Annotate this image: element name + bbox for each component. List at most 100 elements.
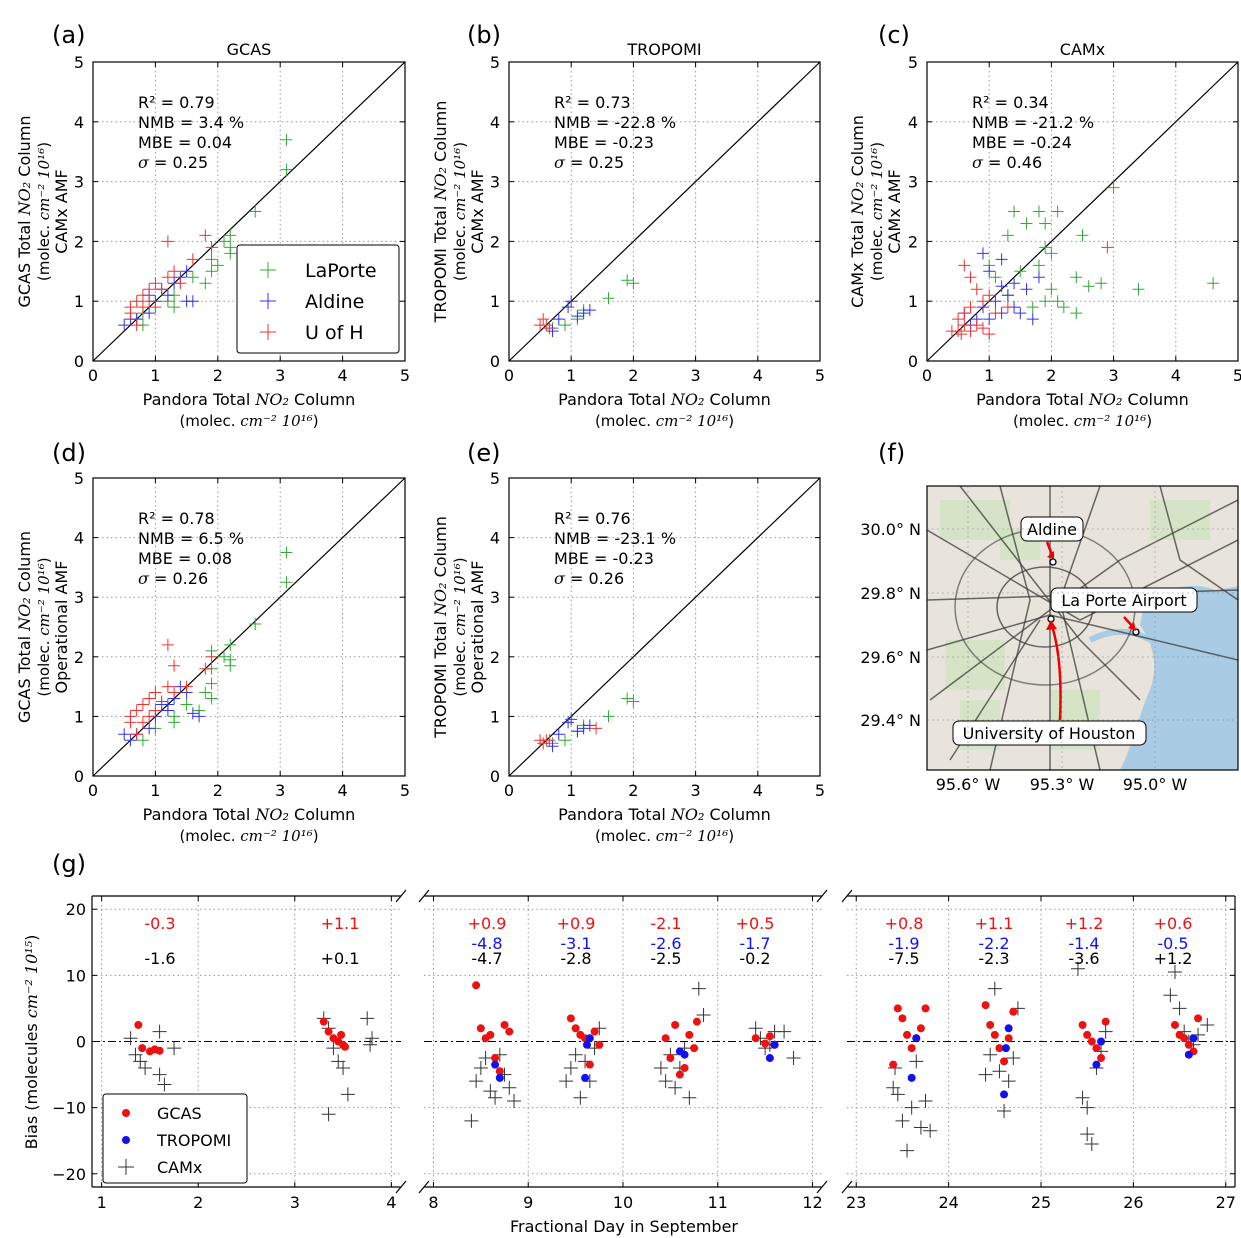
data-point-gcas (1180, 1034, 1189, 1043)
x-tick-label: 0 (504, 781, 514, 800)
data-point-camx (1200, 1017, 1215, 1032)
data-point-u-of-h (958, 319, 971, 332)
y-tick-label: 2 (908, 232, 918, 251)
data-point-u-of-h (964, 325, 977, 338)
data-point-camx (668, 1080, 683, 1095)
data-point-gcas (566, 1014, 575, 1023)
data-point-laporte (136, 734, 149, 747)
data-point-u-of-h (130, 295, 143, 308)
data-point-laporte (627, 277, 640, 290)
data-point-aldine (186, 707, 199, 720)
bias-tropomi-label: -2.6 (650, 934, 681, 953)
data-point-aldine (118, 319, 131, 332)
y-axis-label-amf: Operational AMF (468, 561, 487, 694)
data-point-camx (473, 1060, 488, 1075)
x-tick-label: 4 (1171, 366, 1181, 385)
axis-break (816, 889, 828, 903)
data-point-aldine (565, 295, 578, 308)
x-axis-label: Pandora Total NO₂ Column (143, 390, 356, 409)
bias-annotation: +1.1 +0.1 (321, 914, 360, 968)
data-point-gcas (986, 1020, 995, 1029)
y-tick-label: 2 (74, 232, 84, 251)
data-point-u-of-h (124, 716, 137, 729)
data-point-camx (464, 1113, 479, 1128)
data-point-camx (507, 1094, 522, 1109)
data-point-gcas (585, 1060, 594, 1069)
data-point-u-of-h (952, 313, 965, 326)
data-point-aldine (562, 301, 575, 314)
data-point-camx (923, 1123, 938, 1138)
data-point-camx (469, 1074, 484, 1089)
data-point-aldine (118, 728, 131, 741)
bias-camx-label: -4.7 (471, 949, 502, 968)
data-point-laporte (1076, 229, 1089, 242)
panel-letter: (c) (878, 21, 910, 49)
axis-break (395, 1180, 407, 1194)
data-point-aldine (571, 725, 584, 738)
data-point-tropomi (495, 1073, 504, 1082)
x-axis-label-units: (molec. cm⁻² 10¹⁶) (179, 827, 318, 845)
stat-sigma: σ = 0.25 (554, 153, 624, 172)
data-point-u-of-h (174, 277, 187, 290)
data-point-aldine (976, 247, 989, 260)
data-point-gcas (995, 1044, 1004, 1053)
data-point-camx (336, 1060, 351, 1075)
bias-gcas-label: +0.9 (468, 914, 507, 933)
data-point-camx (360, 1011, 375, 1026)
data-point-camx (1075, 1090, 1090, 1105)
data-point-camx (321, 1107, 336, 1122)
data-point-aldine (995, 253, 1008, 266)
data-point-camx (568, 1047, 583, 1062)
data-point-aldine (552, 313, 565, 326)
data-point-camx (682, 1090, 697, 1105)
data-point-aldine (562, 716, 575, 729)
data-point-u-of-h (537, 313, 550, 326)
bias-camx-label: -7.5 (888, 949, 919, 968)
data-point-laporte (1032, 259, 1045, 272)
bias-tropomi-label: -3.1 (560, 934, 591, 953)
data-point-u-of-h (534, 734, 547, 747)
stat-nmb: NMB = 6.5 % (138, 529, 244, 548)
data-point-gcas (337, 1030, 346, 1039)
data-point-camx (1080, 1100, 1095, 1115)
data-point-gcas (921, 1004, 930, 1013)
legend-marker-tropomi (122, 1136, 130, 1144)
data-point-gcas (981, 1001, 990, 1010)
data-point-camx (992, 1064, 1007, 1079)
bias-tropomi-label: -1.9 (888, 934, 919, 953)
y-axis-label-amf: Operational AMF (52, 561, 71, 694)
x-tick-label: 4 (386, 1193, 396, 1212)
y-tick-label: 3 (908, 173, 918, 192)
panel-letter: (b) (467, 21, 501, 49)
axis-break (418, 1180, 430, 1194)
data-point-u-of-h (161, 271, 174, 284)
data-point-gcas (898, 1014, 907, 1023)
data-point-aldine (1032, 271, 1045, 284)
site-legend: LaPorte Aldine U of H (236, 244, 400, 354)
data-point-gcas (675, 1070, 684, 1079)
data-point-u-of-h (955, 328, 968, 341)
data-point-laporte (205, 692, 218, 705)
data-point-gcas (1101, 1017, 1110, 1026)
data-point-gcas (134, 1020, 143, 1029)
data-point-u-of-h (136, 698, 149, 711)
stat-nmb: NMB = -21.2 % (972, 113, 1094, 132)
axis-break (841, 889, 853, 903)
bias-tropomi-label: -2.2 (978, 934, 1009, 953)
x-tick-label: 3 (691, 781, 701, 800)
x-axis-label: Pandora Total NO₂ Column (558, 390, 771, 409)
legend-box (236, 244, 400, 354)
x-tick-label: 4 (753, 366, 763, 385)
x-tick-label: 11 (708, 1193, 728, 1212)
data-point-laporte (627, 695, 640, 708)
data-point-camx (502, 1080, 517, 1095)
x-tick-label: 4 (338, 781, 348, 800)
data-point-laporte (1057, 301, 1070, 314)
data-point-aldine (193, 710, 206, 723)
y-axis-label-amf: CAMx AMF (885, 169, 904, 253)
y-tick-label: 3 (490, 588, 500, 607)
data-point-laporte (1008, 205, 1021, 218)
data-point-u-of-h (958, 259, 971, 272)
lat-label: 29.8° N (860, 584, 921, 603)
